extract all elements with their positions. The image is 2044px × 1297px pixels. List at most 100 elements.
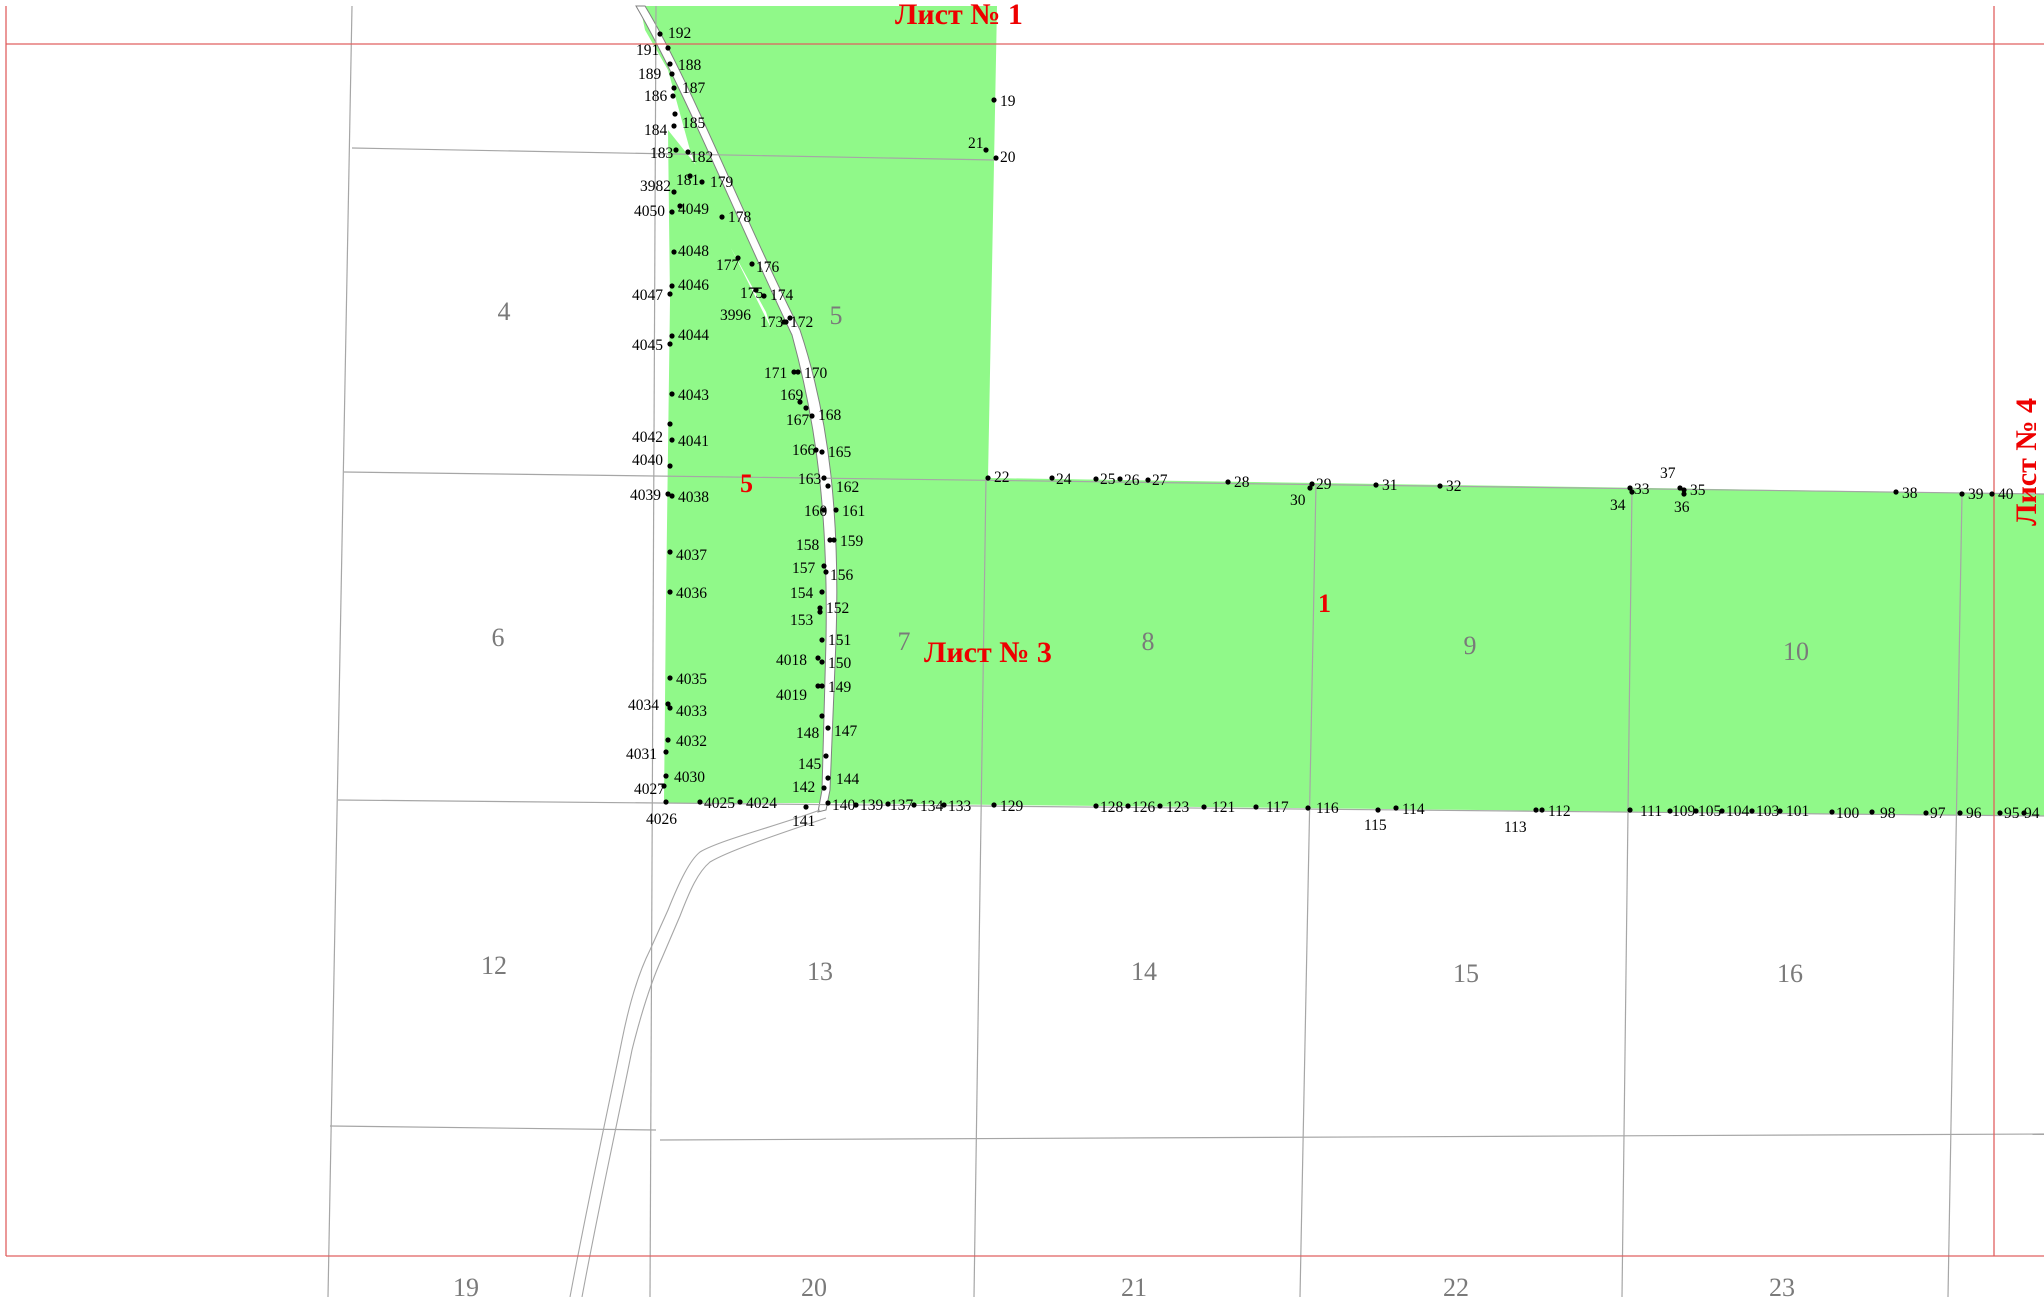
boundary-point: 40 <box>1989 486 2014 503</box>
boundary-point-dot <box>663 749 669 755</box>
boundary-point-dot <box>787 315 793 321</box>
boundary-point-label: 116 <box>1316 800 1339 817</box>
boundary-point-label: 126 <box>1132 799 1156 816</box>
boundary-point-label: 141 <box>792 813 815 830</box>
boundary-point-dot <box>685 149 691 155</box>
boundary-point: 154 <box>790 585 825 602</box>
sheet-frame <box>5 6 2044 1257</box>
boundary-point-dot <box>753 287 759 293</box>
boundary-point-label: 129 <box>1000 798 1024 815</box>
boundary-point: 21 <box>968 135 989 153</box>
boundary-point: 4039 <box>630 487 671 504</box>
boundary-point: 181 <box>676 172 699 189</box>
boundary-point-label: 4038 <box>678 489 709 506</box>
boundary-point-label: 97 <box>1930 805 1946 822</box>
boundary-point: 157 <box>792 560 827 577</box>
boundary-point-dot <box>1093 803 1099 809</box>
boundary-point-dot <box>669 493 675 499</box>
grid-lines <box>327 5 2044 1297</box>
boundary-point-label: 4018 <box>776 652 807 669</box>
boundary-point-label: 4045 <box>632 337 663 354</box>
boundary-point-label: 152 <box>826 600 849 617</box>
boundary-point-dot <box>795 369 801 375</box>
track <box>569 809 827 1297</box>
boundary-point: 4041 <box>669 433 709 450</box>
boundary-point: 113 <box>1504 807 1539 836</box>
boundary-point-dot <box>1093 476 1099 482</box>
boundary-point: 4037 <box>667 547 707 564</box>
boundary-point-label: 4032 <box>676 733 707 750</box>
boundary-point-dot <box>819 637 825 643</box>
boundary-point-label: 165 <box>828 444 852 461</box>
boundary-point-dot <box>985 475 991 481</box>
boundary-point: 186 <box>644 88 676 105</box>
boundary-point: 37 <box>1660 465 1683 491</box>
boundary-point-dot <box>1681 491 1687 497</box>
boundary-point-dot <box>1157 803 1163 809</box>
section-label: 20 <box>801 1273 827 1297</box>
boundary-point: 182 <box>685 149 713 166</box>
section-label: 21 <box>1121 1273 1147 1297</box>
boundary-point-dot <box>669 209 675 215</box>
boundary-point-dot <box>749 261 755 267</box>
boundary-point-label: 175 <box>740 285 764 302</box>
boundary-point-label: 156 <box>830 567 854 584</box>
boundary-point-label: 4035 <box>676 671 707 688</box>
boundary-point-dot <box>1145 477 1151 483</box>
boundary-point-label: 21 <box>968 135 984 152</box>
boundary-point-label: 3996 <box>720 307 751 324</box>
boundary-point: 144 <box>825 771 860 788</box>
boundary-point: 34 <box>1610 489 1635 514</box>
boundary-point-dot <box>697 799 703 805</box>
boundary-point-dot <box>669 391 675 397</box>
section-label: 10 <box>1783 637 1809 666</box>
boundary-point-dot <box>819 449 825 455</box>
boundary-point-label: 184 <box>644 122 668 139</box>
boundary-point: 189 <box>638 66 675 83</box>
sheet-label-1: Лист № 1 <box>895 0 1023 31</box>
boundary-point: 163 <box>798 471 827 488</box>
boundary-point-dot <box>671 85 677 91</box>
boundary-point: 111 <box>1627 803 1662 820</box>
boundary-point-dot <box>817 605 823 611</box>
boundary-point-label: 4046 <box>678 277 709 294</box>
boundary-point-dot <box>853 802 859 808</box>
boundary-point-label: 101 <box>1786 803 1809 820</box>
boundary-point-label: 4024 <box>746 795 777 812</box>
boundary-point-dot <box>991 97 997 103</box>
boundary-point-dot <box>825 775 831 781</box>
boundary-point-dot <box>1719 808 1725 814</box>
boundary-point-label: 37 <box>1660 465 1676 482</box>
boundary-point: 147 <box>825 723 858 740</box>
boundary-point: 31 <box>1373 477 1398 494</box>
boundary-point-dot <box>665 45 671 51</box>
boundary-point-dot <box>911 802 917 808</box>
boundary-point: 145 <box>798 753 829 773</box>
parcel-label-5: 5 <box>740 469 753 498</box>
boundary-point: 4044 <box>669 327 709 344</box>
boundary-point-label: 168 <box>818 407 842 424</box>
boundary-point-dot <box>823 569 829 575</box>
boundary-point-label: 139 <box>860 797 884 814</box>
boundary-point: 134 <box>911 798 944 815</box>
boundary-point-label: 32 <box>1446 478 1462 495</box>
boundary-point-label: 144 <box>836 771 860 788</box>
boundary-point-dot <box>1693 808 1699 814</box>
boundary-point-dot <box>667 705 673 711</box>
boundary-point: 96 <box>1957 805 1982 822</box>
boundary-point: 104 <box>1719 803 1750 820</box>
boundary-point-dot <box>1225 479 1231 485</box>
boundary-point-dot <box>1997 810 2003 816</box>
boundary-point: 4040 <box>632 452 673 469</box>
boundary-point-dot <box>819 589 825 595</box>
section-label: 13 <box>807 957 833 986</box>
boundary-point: 115 <box>1364 807 1387 834</box>
boundary-point-label: 4019 <box>776 687 807 704</box>
boundary-point: 32 <box>1437 478 1462 495</box>
boundary-point: 123 <box>1157 799 1190 816</box>
boundary-point-label: 111 <box>1640 803 1662 820</box>
boundary-point: 4018 <box>776 652 821 669</box>
boundary-point: 148 <box>796 713 825 742</box>
boundary-point-label: 4048 <box>678 243 709 260</box>
boundary-point-label: 33 <box>1634 481 1650 498</box>
